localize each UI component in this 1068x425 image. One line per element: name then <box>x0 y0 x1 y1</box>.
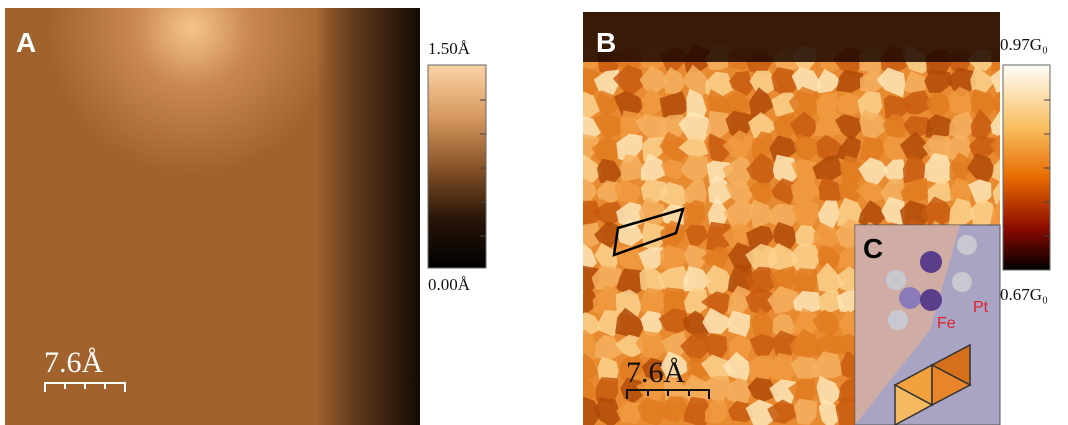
panel-label: A <box>16 27 36 58</box>
colorbar-max: 0.97G₀ <box>1000 35 1048 54</box>
colorbar-min: 0.67G₀ <box>1000 285 1048 304</box>
colorbar-max: 1.50Å <box>428 39 471 58</box>
scale-bar-label: 7.6Å <box>626 356 686 389</box>
colorbar-min: 0.00Å <box>428 275 471 294</box>
colorbar-a <box>428 65 486 268</box>
page: {"panels": [ {"label": "A", "scale_bar":… <box>0 0 1068 425</box>
figure: A 7.6Å 1.50Å 0.00Å B 7.6Å <box>0 0 1068 425</box>
atom-label: Fe <box>937 315 956 332</box>
colorbar-b <box>1003 65 1050 270</box>
stm-dark-band <box>583 12 1000 62</box>
scale-bar-label: 7.6Å <box>44 346 104 379</box>
panel-label: B <box>596 27 616 58</box>
atom-label: Pt <box>973 299 989 316</box>
panel-label: C <box>863 233 883 264</box>
